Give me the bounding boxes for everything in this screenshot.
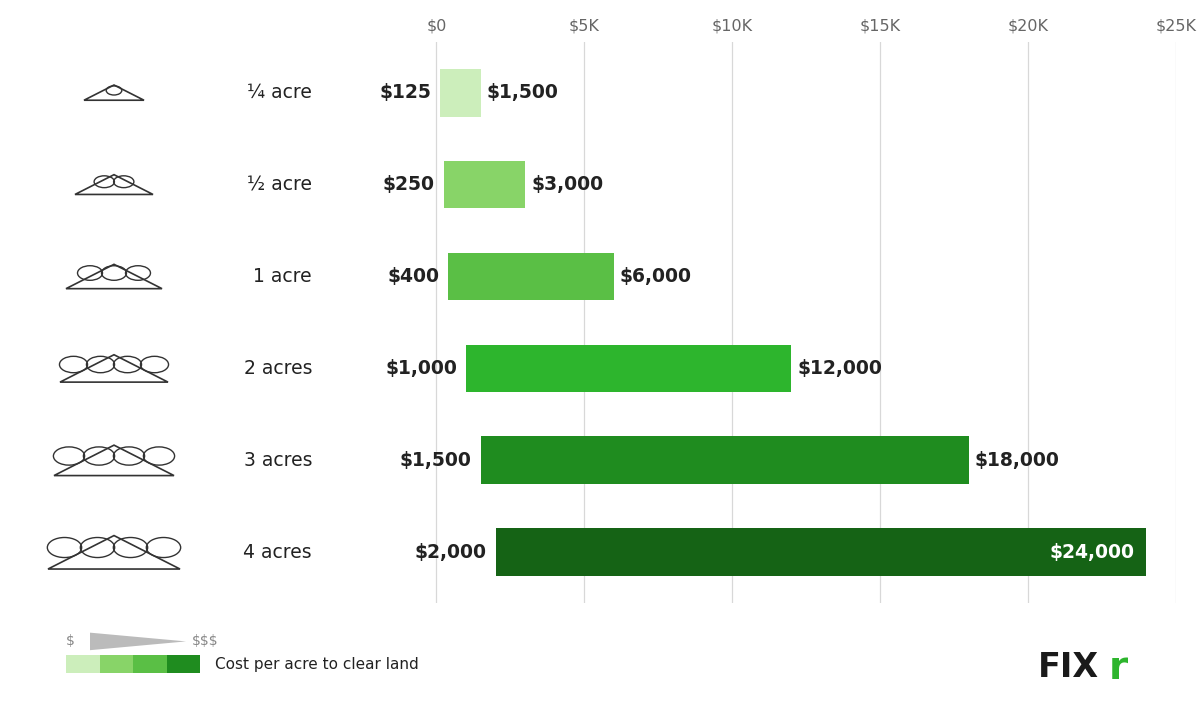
Text: $400: $400 — [388, 267, 439, 286]
Text: 1 acre: 1 acre — [253, 267, 312, 286]
Text: $125: $125 — [379, 83, 431, 102]
Bar — [481, 437, 968, 484]
Text: $2,000: $2,000 — [415, 543, 487, 562]
Text: $: $ — [66, 634, 74, 648]
Text: r: r — [1109, 648, 1128, 687]
Text: $1,500: $1,500 — [487, 83, 558, 102]
Text: $250: $250 — [383, 175, 434, 194]
Text: ½ acre: ½ acre — [247, 175, 312, 194]
Text: Cost per acre to clear land: Cost per acre to clear land — [215, 657, 419, 672]
Bar — [444, 161, 526, 208]
Text: 4 acres: 4 acres — [244, 543, 312, 562]
Text: $18,000: $18,000 — [974, 451, 1060, 470]
Text: ¼ acre: ¼ acre — [247, 83, 312, 102]
Text: 2 acres: 2 acres — [244, 359, 312, 378]
Bar — [440, 69, 481, 116]
Text: $3,000: $3,000 — [532, 175, 604, 194]
Text: $24,000: $24,000 — [1050, 543, 1134, 562]
Bar — [466, 344, 791, 393]
Text: $1,500: $1,500 — [400, 451, 472, 470]
Text: 3 acres: 3 acres — [244, 451, 312, 470]
Bar — [448, 252, 614, 301]
Text: $12,000: $12,000 — [797, 359, 882, 378]
Text: $$$: $$$ — [192, 634, 218, 648]
Bar — [496, 529, 1146, 576]
Text: FIX: FIX — [1038, 651, 1099, 684]
Text: $6,000: $6,000 — [619, 267, 691, 286]
Text: $1,000: $1,000 — [385, 359, 457, 378]
